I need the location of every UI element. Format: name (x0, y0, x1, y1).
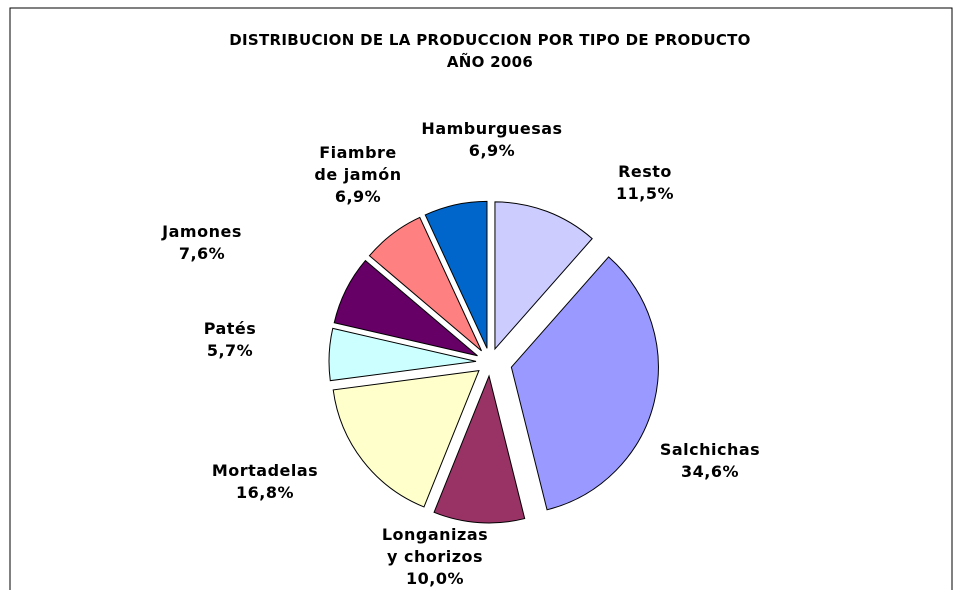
value-label: 6,9% (334, 187, 382, 206)
pie-slice (424, 200, 488, 349)
category-label: Resto (618, 162, 672, 181)
value-label: 34,6% (680, 462, 740, 481)
slice-label: Hamburguesas 6,9% (421, 118, 562, 162)
slice-label: Resto 11,5% (616, 161, 674, 205)
value-label: 5,7% (206, 341, 254, 360)
pie-slice (328, 327, 477, 382)
slice-label: Salchichas 34,6% (660, 439, 760, 483)
chart-subtitle: AÑO 2006 (446, 53, 534, 71)
slice-label: Patés 5,7% (204, 318, 257, 362)
slice-label: Mortadelas 16,8% (212, 460, 318, 504)
category-label: Hamburguesas (421, 119, 563, 138)
value-label: 10,0% (405, 569, 464, 588)
slice-label: Fiambre de jamón 6,9% (314, 142, 401, 208)
value-label: 7,6% (178, 244, 226, 263)
value-label: 11,5% (615, 184, 675, 203)
value-label: 16,8% (235, 483, 295, 502)
category-label: Salchichas (659, 440, 761, 459)
pie-slice (332, 369, 480, 508)
slice-label: Jamones 7,6% (162, 221, 242, 265)
category-label: Longanizas y chorizos (381, 525, 489, 566)
category-label: Mortadelas (211, 461, 319, 480)
value-label: 6,9% (468, 141, 516, 160)
chart-title: DISTRIBUCION DE LA PRODUCCION POR TIPO D… (229, 31, 751, 49)
category-label: Patés (203, 319, 257, 338)
pie-slice (433, 374, 526, 524)
category-label: Fiambre de jamón (314, 143, 402, 184)
pie-slice (510, 256, 659, 511)
pie-slice (333, 259, 478, 357)
pie-slice (368, 216, 482, 352)
slice-label: Longanizas y chorizos 10,0% (382, 524, 488, 590)
pie-slice (494, 201, 593, 351)
category-label: Jamones (162, 222, 242, 241)
